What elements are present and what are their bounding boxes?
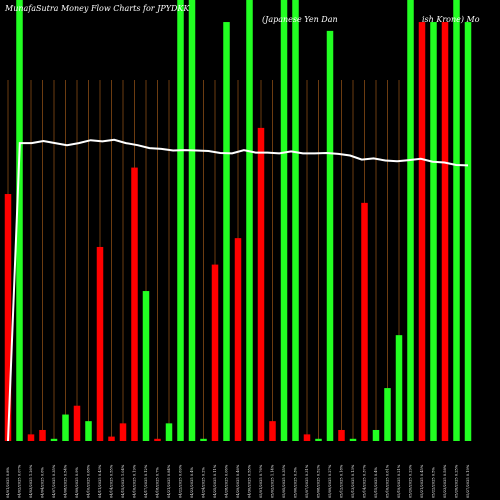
money-flow-bar (349, 438, 357, 442)
money-flow-bar (280, 0, 288, 441)
money-flow-bar (384, 388, 391, 441)
date-label: 04/29/2025 0.46% (236, 464, 240, 498)
date-label: 05/26/2025 0.25% (455, 464, 459, 498)
date-label: 05/09/2025 0.27% (328, 464, 332, 498)
money-flow-bar (453, 0, 460, 441)
date-label: 04/07/2025 0.35% (52, 464, 56, 498)
money-flow-bar (16, 0, 23, 441)
money-flow-bar (395, 335, 403, 441)
date-label: 04/25/2025 0.11% (213, 464, 217, 498)
money-flow-bar (154, 438, 161, 442)
date-label: 04/22/2025 0.69% (179, 464, 183, 498)
date-label: 04/10/2025 0.68% (87, 464, 91, 498)
date-label: 04/02/2025 0.07% (18, 464, 22, 498)
money-flow-bar (372, 429, 380, 442)
money-flow-bar (27, 434, 35, 441)
money-flow-bar (315, 438, 322, 442)
date-label: 05/06/2025 0.3% (294, 466, 298, 498)
date-label: 05/22/2025 0.5% (432, 466, 436, 498)
chart-subtitle-right: ish Krone) Mo (422, 15, 480, 24)
date-label: 04/14/2025 0.55% (110, 464, 114, 498)
date-label: 05/20/2025 0.29% (409, 464, 413, 498)
date-labels: 04/01/2025 0.8% 04/02/2025 0.07% 04/03/202… (6, 464, 470, 498)
date-label: 04/04/2025 0.6% (41, 466, 45, 498)
date-label: 04/08/2025 0.54% (64, 464, 68, 498)
money-flow-bar (142, 291, 150, 441)
money-flow-bar (338, 429, 345, 442)
money-flow-bar (85, 421, 92, 441)
money-flow-bar (407, 0, 414, 441)
money-flow-line (7, 138, 469, 442)
date-label: 05/13/2025 0.13% (351, 464, 355, 498)
date-label: 04/01/2025 0.8% (6, 466, 10, 498)
money-flow-bar (326, 30, 334, 442)
money-flow-bar (223, 22, 230, 442)
money-flow-bar (119, 423, 127, 441)
money-flow-bar (73, 405, 81, 441)
money-flow-bar (418, 22, 426, 442)
money-flow-bar (108, 436, 115, 441)
date-label: 05/02/2025 1.14% (271, 464, 275, 498)
money-flow-bar (62, 414, 69, 441)
date-label: 04/16/2025 0.19% (133, 464, 137, 498)
money-flow-bar (441, 22, 449, 442)
date-label: 04/30/2025 0.55% (248, 464, 252, 498)
date-label: 04/21/2025 0.84% (167, 464, 171, 498)
date-label: 05/08/2025 0.52% (317, 464, 321, 498)
date-label: 05/15/2025 0.4% (374, 466, 378, 498)
money-flow-bar (269, 421, 276, 441)
date-label: 05/16/2025 0.61% (386, 464, 390, 498)
money-flow-bar (188, 0, 196, 441)
money-flow-bar (165, 423, 173, 441)
date-label: 05/14/2025 0.37% (363, 464, 367, 498)
money-flow-bar (4, 194, 12, 441)
money-flow-bar (303, 434, 311, 441)
money-flow-bar (292, 0, 299, 441)
money-flow-bar (50, 438, 58, 442)
money-flow-bar (430, 22, 437, 442)
date-label: 05/05/2025 0.35% (282, 464, 286, 498)
date-label: 05/27/2025 0.19% (466, 464, 470, 498)
bars-group (4, 0, 472, 442)
money-flow-bar (177, 0, 184, 441)
date-label: 04/24/2025 0.2% (202, 466, 206, 498)
chart-title: MunafaSutra Money Flow Charts for JPYDKK (4, 4, 190, 13)
date-label: 04/03/2025 1.26% (29, 464, 33, 498)
money-flow-bar (257, 127, 265, 441)
chart-subtitle-left: (Japanese Yen Dan (262, 15, 338, 24)
date-label: 04/17/2025 0.12% (144, 464, 148, 498)
date-label: 05/07/2025 0.31% (305, 464, 309, 498)
date-label: 05/19/2025 0.21% (397, 464, 401, 498)
date-label: 04/11/2025 0.43% (98, 464, 102, 498)
date-label: 04/15/2025 1.04% (121, 464, 125, 498)
money-flow-bar (39, 429, 46, 442)
date-label: 04/18/2025 0.7% (156, 466, 160, 498)
money-flow-bar (464, 22, 472, 442)
date-label: 04/28/2025 0.06% (225, 464, 229, 498)
date-label: 05/01/2025 0.76% (259, 464, 263, 498)
money-flow-bar (234, 238, 242, 441)
money-flow-bar (211, 264, 219, 441)
date-label: 04/09/2025 0.9% (75, 466, 79, 498)
money-flow-bar (361, 202, 368, 441)
money-flow-bar (246, 0, 253, 441)
date-label: 05/21/2025 0.45% (420, 464, 424, 498)
money-flow-bar (96, 246, 104, 441)
money-flow-bar (200, 438, 207, 442)
date-label: 05/12/2025 0.18% (340, 464, 344, 498)
date-label: 04/23/2025 0.4% (190, 466, 194, 498)
date-label: 05/23/2025 0.58% (443, 464, 447, 498)
money-flow-bar (131, 167, 138, 441)
